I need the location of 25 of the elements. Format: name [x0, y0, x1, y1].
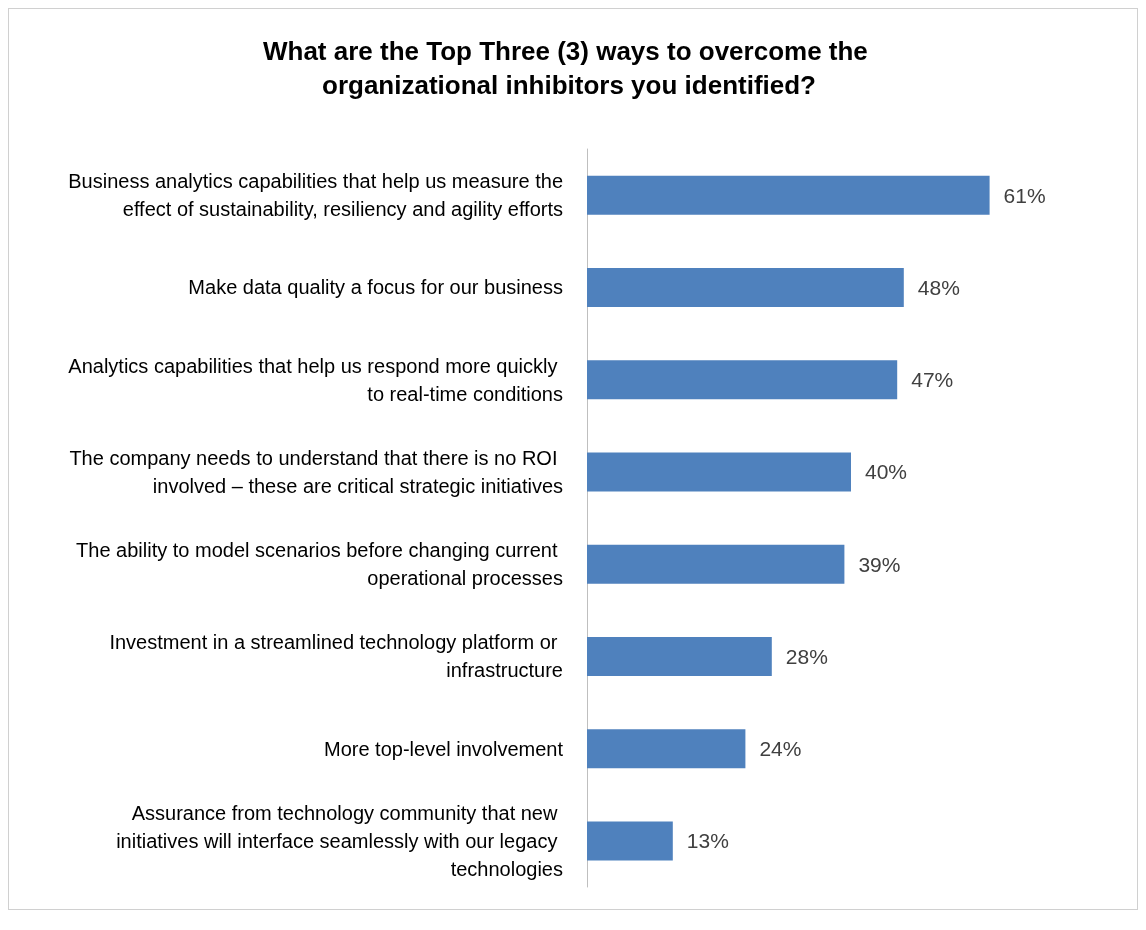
- y-tick-label: Business analytics capabilities that help us measure the effect of sustainability, resiliency and agility efforts: [68, 170, 563, 221]
- y-tick-label: Make data quality a focus for our business: [188, 276, 563, 299]
- data-label: 48%: [917, 275, 960, 299]
- y-tick-label: More top-level involvement: [324, 737, 564, 760]
- y-tick-label: Investment in a streamlined technology platform or infrastructure: [109, 631, 563, 682]
- data-label: 13%: [686, 829, 729, 853]
- data-label: 47%: [911, 368, 954, 392]
- y-tick-label: The company needs to understand that there is no ROI involved – these are critical strategic initiatives: [69, 446, 563, 497]
- y-tick-label: The ability to model scenarios before changing current operational processes: [76, 539, 563, 590]
- bar: [587, 636, 772, 676]
- y-tick-label: Assurance from technology community that new initiatives will interface seamlessly with our legacy technologies: [116, 801, 563, 880]
- y-tick-label: Analytics capabilities that help us respond more quickly to real-time conditions: [68, 354, 563, 405]
- data-label: 28%: [785, 644, 828, 668]
- bar: [587, 821, 673, 861]
- data-label: 61%: [1003, 183, 1046, 207]
- chart-title: What are the Top Three (3) ways to overcome the organizational inhibitors you identified?: [262, 36, 876, 100]
- bar: [587, 175, 990, 215]
- data-label: 39%: [858, 552, 901, 576]
- bar: [587, 452, 851, 492]
- bar: [587, 360, 898, 400]
- data-label: 40%: [865, 460, 908, 484]
- bar: [587, 267, 904, 307]
- bar: [587, 544, 845, 584]
- bar: [587, 729, 746, 769]
- data-label: 24%: [759, 737, 802, 761]
